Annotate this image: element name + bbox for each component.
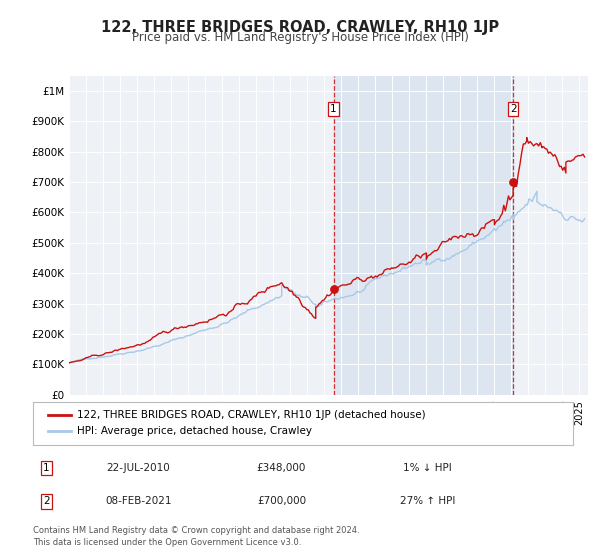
Text: £348,000: £348,000 <box>257 463 306 473</box>
Text: 27% ↑ HPI: 27% ↑ HPI <box>400 496 455 506</box>
Point <box>508 178 518 186</box>
Text: 2: 2 <box>510 104 517 114</box>
Legend: 122, THREE BRIDGES ROAD, CRAWLEY, RH10 1JP (detached house), HPI: Average price,: 122, THREE BRIDGES ROAD, CRAWLEY, RH10 1… <box>44 407 430 440</box>
Text: 2: 2 <box>43 496 50 506</box>
Text: Price paid vs. HM Land Registry's House Price Index (HPI): Price paid vs. HM Land Registry's House … <box>131 31 469 44</box>
Bar <box>334 76 513 395</box>
Text: £700,000: £700,000 <box>257 496 306 506</box>
Text: 1% ↓ HPI: 1% ↓ HPI <box>403 463 452 473</box>
Text: 1: 1 <box>330 104 337 114</box>
Text: 1: 1 <box>43 463 50 473</box>
Text: 22-JUL-2010: 22-JUL-2010 <box>106 463 170 473</box>
Text: 08-FEB-2021: 08-FEB-2021 <box>105 496 172 506</box>
Text: 122, THREE BRIDGES ROAD, CRAWLEY, RH10 1JP: 122, THREE BRIDGES ROAD, CRAWLEY, RH10 1… <box>101 20 499 35</box>
Point <box>329 284 338 293</box>
Text: Contains HM Land Registry data © Crown copyright and database right 2024.
This d: Contains HM Land Registry data © Crown c… <box>33 526 359 547</box>
